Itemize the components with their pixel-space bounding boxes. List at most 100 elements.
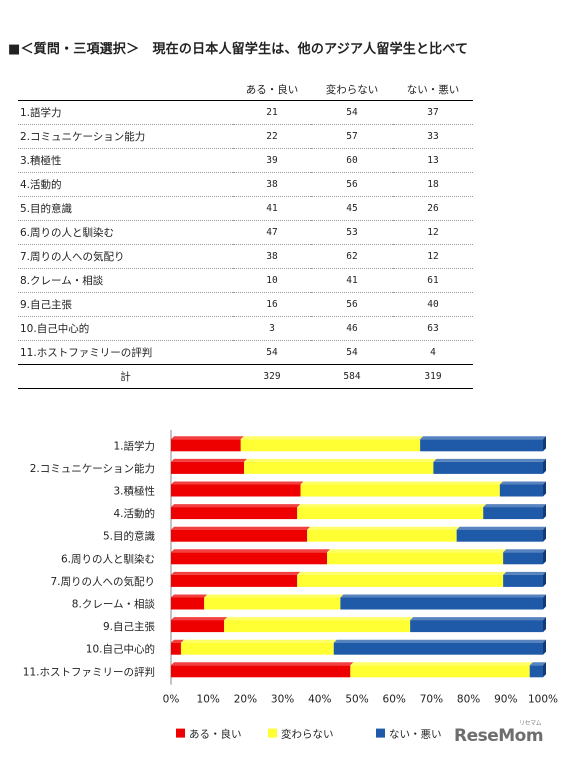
table-header-yes: ある・良い <box>233 78 311 101</box>
cell-same: 41 <box>311 268 393 293</box>
bar-segment-top <box>244 458 437 462</box>
bar-segment-top <box>171 458 248 462</box>
category-label: 7.周りの人への気配り <box>50 575 155 588</box>
bar-segment <box>171 552 328 565</box>
bar-segment-top <box>297 504 487 508</box>
table-row: 9.自己主張 16 56 40 <box>18 292 473 317</box>
x-tick-label: 10% <box>197 694 220 706</box>
bar-segment-top <box>204 594 344 598</box>
bar-segment <box>171 529 308 542</box>
bar-segment <box>503 552 543 565</box>
row-label: 3.積極性 <box>18 148 233 173</box>
cell-same: 54 <box>311 340 393 365</box>
logo-text: ReseMom <box>454 726 544 746</box>
bar-segment <box>240 439 421 452</box>
stacked-bar-chart: 1.語学力 2.コミュニケーション能力 3.積極性 4.活動的 5.目的意識 6.周りの人… <box>23 430 558 740</box>
total-yes: 329 <box>233 364 311 389</box>
bar-segment-top <box>171 594 208 598</box>
logo-subtext: リセマム <box>519 720 542 727</box>
bar-segment <box>503 574 543 587</box>
page-title: ■＜質問・三項選択＞ 現在の日本人留学生は、他のアジア人留学生と比べて <box>8 42 469 57</box>
bar-segment-top <box>171 526 311 530</box>
row-label: 4.活動的 <box>18 172 233 197</box>
legend-label: 変わらない <box>281 728 334 740</box>
cell-same: 62 <box>311 244 393 269</box>
table-row: 8.クレーム・相談 10 41 61 <box>18 268 473 293</box>
bar-segment-top <box>483 504 546 508</box>
cell-yes: 16 <box>233 292 311 317</box>
cell-no: 4 <box>393 340 473 365</box>
bar-end-face <box>543 504 546 520</box>
category-label: 4.活動的 <box>113 507 155 520</box>
bar-segment <box>297 507 484 520</box>
bar-segment <box>456 529 543 542</box>
bar-segment-top <box>410 617 546 621</box>
bar-end-face <box>543 549 546 565</box>
bar-end-face <box>543 458 546 474</box>
table-header-same: 変わらない <box>311 78 393 101</box>
bar-segment <box>327 552 504 565</box>
cell-yes: 38 <box>233 244 311 269</box>
bar-segment <box>333 642 543 655</box>
x-tick-label: 20% <box>234 694 257 706</box>
bar-segment <box>204 597 341 610</box>
legend-swatch <box>376 728 385 738</box>
table-row: 2.コミュニケーション能力 22 57 33 <box>18 124 473 149</box>
bar-segment-top <box>171 481 304 485</box>
bar-end-face <box>543 617 546 633</box>
bar-segment <box>180 642 334 655</box>
x-tick-label: 70% <box>420 694 443 706</box>
results-table: ある・良い 変わらない ない・悪い 1.語学力 21 54 37 2.コミュニケーショ… <box>18 78 473 389</box>
total-same: 584 <box>311 364 393 389</box>
bar-end-face <box>543 571 546 587</box>
bar-segment <box>171 665 351 678</box>
bar-end-face <box>543 662 546 678</box>
bar-segment <box>171 597 205 610</box>
cell-yes: 22 <box>233 124 311 149</box>
total-no: 319 <box>393 364 473 389</box>
bar-segment-top <box>171 549 331 553</box>
bar-segment <box>171 439 241 452</box>
bar-end-face <box>543 594 546 610</box>
bar-segment <box>244 461 434 474</box>
cell-yes: 3 <box>233 316 311 341</box>
legend-label: ある・良い <box>189 728 242 740</box>
cell-same: 60 <box>311 148 393 173</box>
table-row: 5.目的意識 41 45 26 <box>18 196 473 221</box>
bar-segment <box>433 461 543 474</box>
bar-segment-top <box>529 662 546 666</box>
bar-segment <box>300 484 500 497</box>
total-label: 計 <box>18 364 233 389</box>
table-row: 3.積極性 39 60 13 <box>18 148 473 173</box>
bar-end-face <box>543 526 546 542</box>
bar-segment-top <box>456 526 546 530</box>
bar-segment <box>224 620 411 633</box>
cell-no: 63 <box>393 316 473 341</box>
row-label: 8.クレーム・相談 <box>18 268 233 293</box>
row-label: 10.自己中心的 <box>18 316 233 341</box>
bar-segment <box>340 597 543 610</box>
bar-segment-top <box>503 549 546 553</box>
row-label: 2.コミュニケーション能力 <box>18 124 233 149</box>
bar-segment <box>499 484 543 497</box>
bar-segment-top <box>171 639 184 643</box>
bar-segment-top <box>171 436 244 440</box>
cell-yes: 38 <box>233 172 311 197</box>
cell-no: 40 <box>393 292 473 317</box>
table-row: 7.周りの人への気配り 38 62 12 <box>18 244 473 269</box>
table-total-row: 計 329 584 319 <box>18 364 473 389</box>
category-label: 5.目的意識 <box>103 530 156 543</box>
cell-no: 12 <box>393 220 473 245</box>
bar-segment-top <box>333 639 546 643</box>
bar-segment-top <box>171 662 354 666</box>
bar-segment-top <box>171 617 228 621</box>
cell-same: 53 <box>311 220 393 245</box>
bar-segment <box>307 529 457 542</box>
x-tick-label: 60% <box>383 694 406 706</box>
bar-segment-top <box>240 436 424 440</box>
category-label: 9.自己主張 <box>103 620 156 633</box>
cell-no: 33 <box>393 124 473 149</box>
bar-segment-top <box>327 549 507 553</box>
cell-yes: 41 <box>233 196 311 221</box>
cell-no: 18 <box>393 172 473 197</box>
